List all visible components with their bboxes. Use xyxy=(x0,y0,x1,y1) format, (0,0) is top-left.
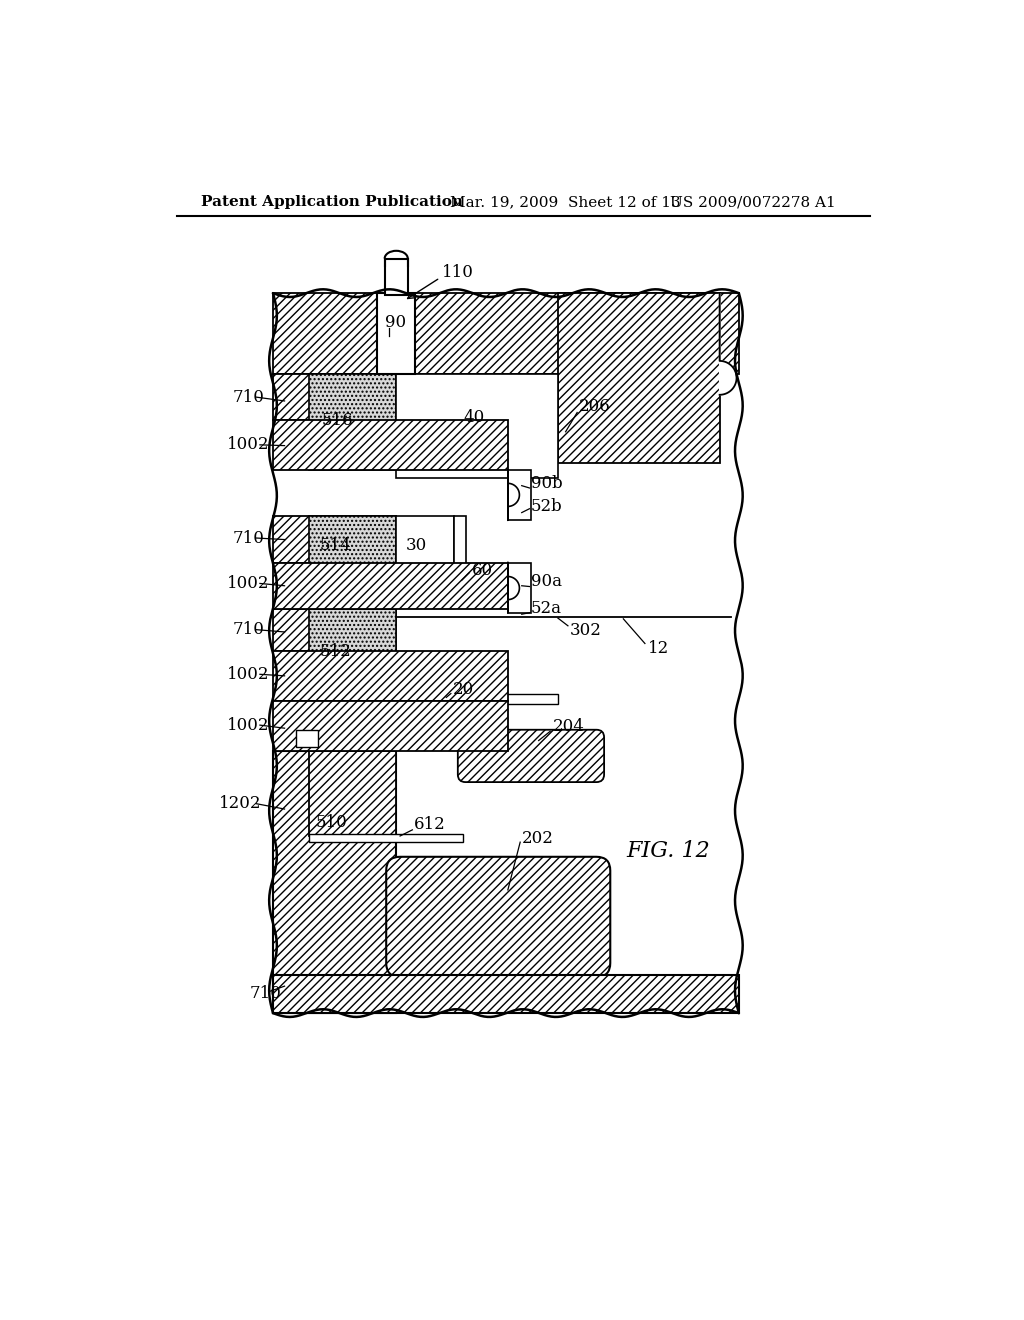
Bar xyxy=(273,293,739,374)
Bar xyxy=(273,420,508,470)
Bar xyxy=(309,516,396,578)
Polygon shape xyxy=(508,470,519,520)
FancyBboxPatch shape xyxy=(386,857,610,977)
Text: 1002: 1002 xyxy=(226,717,269,734)
Bar xyxy=(454,516,466,582)
Bar xyxy=(309,834,463,842)
Bar xyxy=(273,974,739,1014)
Text: 12: 12 xyxy=(648,640,670,656)
Text: 510: 510 xyxy=(315,813,347,830)
Bar xyxy=(309,374,396,470)
Text: 52a: 52a xyxy=(531,601,562,618)
Text: 204: 204 xyxy=(553,718,585,735)
Text: 516: 516 xyxy=(322,412,353,429)
Text: 710: 710 xyxy=(233,622,265,638)
Text: 206: 206 xyxy=(579,397,610,414)
Text: 52b: 52b xyxy=(531,498,563,515)
Text: 90a: 90a xyxy=(531,573,562,590)
Bar xyxy=(273,562,508,609)
Bar xyxy=(558,293,720,462)
Text: 512: 512 xyxy=(319,643,351,660)
Text: 514: 514 xyxy=(319,537,351,554)
Text: 20: 20 xyxy=(453,681,474,698)
Bar xyxy=(273,374,396,420)
FancyBboxPatch shape xyxy=(458,730,604,781)
Bar xyxy=(396,516,454,578)
Bar xyxy=(273,609,396,651)
Bar xyxy=(508,470,531,520)
Polygon shape xyxy=(508,562,519,612)
Bar xyxy=(273,651,508,701)
Bar xyxy=(296,730,317,747)
Bar xyxy=(377,293,416,374)
Text: 1202: 1202 xyxy=(219,795,261,812)
Text: 202: 202 xyxy=(521,830,554,847)
Text: 1002: 1002 xyxy=(226,437,269,453)
Text: 40: 40 xyxy=(463,409,484,426)
Text: 30: 30 xyxy=(407,537,427,554)
Bar xyxy=(396,374,558,478)
Text: 60: 60 xyxy=(472,562,493,579)
Bar xyxy=(385,259,408,296)
Text: 710: 710 xyxy=(250,985,282,1002)
Bar xyxy=(273,293,739,1014)
Bar xyxy=(273,701,508,751)
Text: Patent Application Publication: Patent Application Publication xyxy=(202,195,464,210)
Bar xyxy=(396,693,558,704)
Text: 90b: 90b xyxy=(531,475,563,492)
Text: 710: 710 xyxy=(233,529,265,546)
Bar xyxy=(273,516,396,562)
Polygon shape xyxy=(720,293,736,395)
Bar xyxy=(273,751,396,1014)
Bar xyxy=(309,609,396,697)
Text: 1002: 1002 xyxy=(226,665,269,682)
Text: 302: 302 xyxy=(569,622,601,639)
Text: 90: 90 xyxy=(385,314,406,331)
Text: 612: 612 xyxy=(414,816,445,833)
Text: 710: 710 xyxy=(233,388,265,405)
Bar xyxy=(508,562,531,612)
Text: Mar. 19, 2009  Sheet 12 of 13: Mar. 19, 2009 Sheet 12 of 13 xyxy=(451,195,681,210)
Text: 110: 110 xyxy=(442,264,474,281)
Text: US 2009/0072278 A1: US 2009/0072278 A1 xyxy=(670,195,836,210)
Text: FIG. 12: FIG. 12 xyxy=(626,841,710,862)
Bar xyxy=(309,751,396,836)
Text: 1002: 1002 xyxy=(226,576,269,591)
